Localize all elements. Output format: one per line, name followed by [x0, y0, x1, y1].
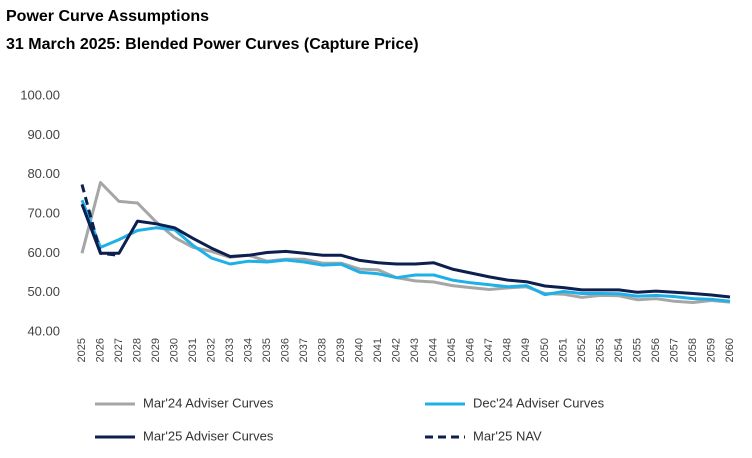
x-tick-label: 2053 [594, 338, 606, 362]
x-tick-label: 2052 [576, 338, 588, 362]
x-tick-label: 2058 [687, 338, 699, 362]
x-tick-label: 2033 [224, 338, 236, 362]
y-tick-label: 60.00 [27, 245, 60, 260]
x-tick-label: 2037 [298, 338, 310, 362]
x-tick-label: 2038 [317, 338, 329, 362]
y-tick-label: 70.00 [27, 205, 60, 220]
x-tick-label: 2049 [520, 338, 532, 362]
x-tick-label: 2042 [391, 338, 403, 362]
x-tick-label: 2046 [465, 338, 477, 362]
x-tick-label: 2051 [557, 338, 569, 362]
x-tick-label: 2030 [168, 338, 180, 362]
x-tick-label: 2050 [539, 338, 551, 362]
x-tick-label: 2032 [206, 338, 218, 362]
x-tick-label: 2039 [335, 338, 347, 362]
legend-label: Mar'24 Adviser Curves [143, 395, 274, 410]
x-tick-label: 2031 [187, 338, 199, 362]
x-tick-label: 2026 [94, 338, 106, 362]
legend-label: Mar'25 NAV [473, 428, 542, 443]
x-tick-label: 2054 [613, 338, 625, 362]
y-tick-label: 100.00 [20, 87, 60, 102]
x-tick-label: 2056 [650, 338, 662, 362]
x-tick-label: 2027 [113, 338, 125, 362]
x-tick-label: 2043 [409, 338, 421, 362]
series-line [80, 199, 731, 303]
chart-subtitle: 31 March 2025: Blended Power Curves (Cap… [6, 36, 419, 53]
legend-label: Mar'25 Adviser Curves [143, 428, 274, 443]
chart-title: Power Curve Assumptions [6, 8, 209, 25]
y-tick-label: 90.00 [27, 127, 60, 142]
x-tick-label: 2045 [446, 338, 458, 362]
x-tick-label: 2057 [668, 338, 680, 362]
x-tick-label: 2035 [261, 338, 273, 362]
x-tick-label: 2036 [280, 338, 292, 362]
x-tick-label: 2059 [705, 338, 717, 362]
x-tick-label: 2041 [372, 338, 384, 362]
legend-label: Dec'24 Adviser Curves [473, 395, 605, 410]
x-tick-label: 2055 [631, 338, 643, 362]
x-tick-label: 2040 [354, 338, 366, 362]
x-tick-label: 2034 [243, 338, 255, 362]
y-tick-label: 80.00 [27, 166, 60, 181]
series-line [80, 184, 120, 257]
y-tick-label: 40.00 [27, 323, 60, 338]
x-tick-label: 2028 [131, 338, 143, 362]
x-tick-label: 2029 [150, 338, 162, 362]
x-tick-label: 2048 [502, 338, 514, 362]
x-tick-label: 2025 [76, 338, 88, 362]
x-tick-label: 2044 [428, 338, 440, 362]
x-tick-label: 2047 [483, 338, 495, 362]
y-tick-label: 50.00 [27, 284, 60, 299]
series-line [80, 203, 731, 299]
x-tick-label: 2060 [724, 338, 736, 362]
series-line [80, 181, 731, 304]
